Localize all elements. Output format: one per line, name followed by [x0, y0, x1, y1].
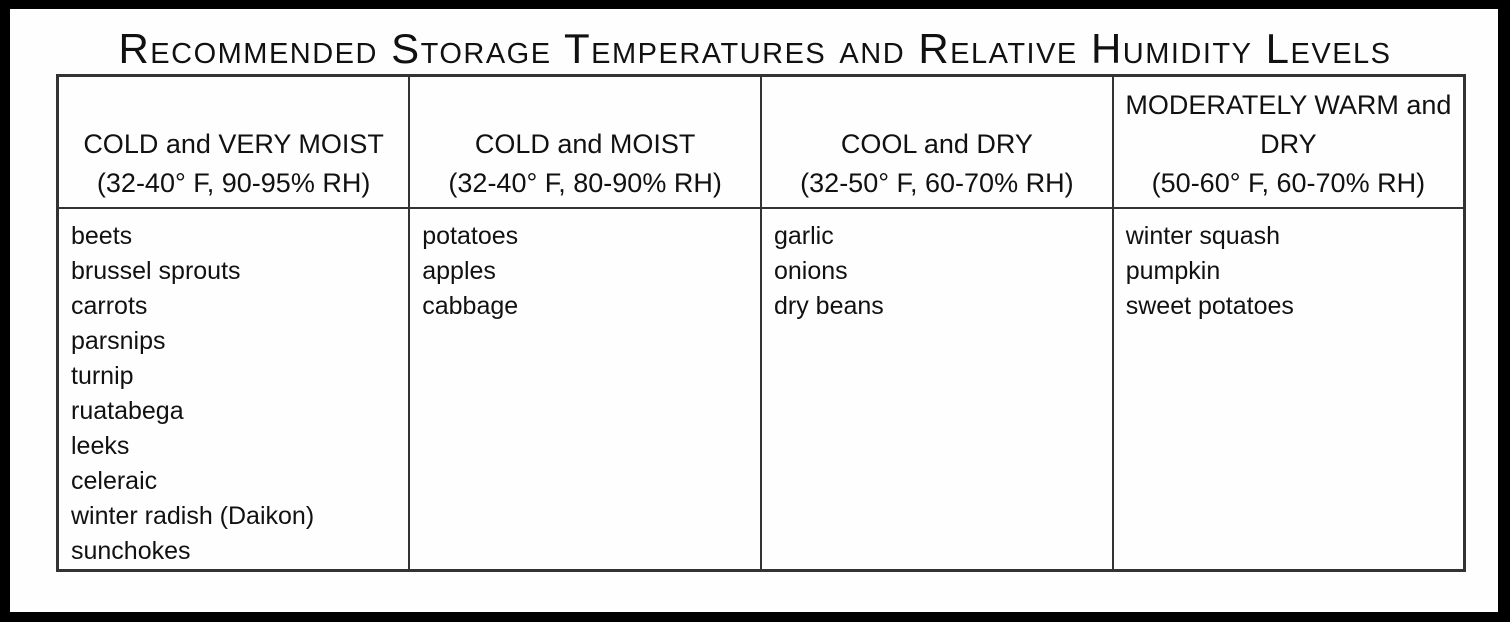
- column-header-moderately-warm-dry: MODERATELY WARM and DRY (50-60° F, 60-70…: [1111, 74, 1466, 209]
- list-item: winter radish (Daikon): [71, 502, 315, 530]
- list-item: beets: [71, 222, 133, 250]
- storage-table: COLD and VERY MOIST (32-40° F, 90-95% RH…: [56, 74, 1466, 572]
- list-item: pumpkin: [1125, 257, 1221, 285]
- column-range: (32-50° F, 60-70% RH): [800, 168, 1074, 198]
- column-heading: COOL and DRY: [840, 129, 1033, 159]
- item-list: winter squash pumpkin sweet potatoes: [1126, 219, 1451, 324]
- list-item: sunchokes: [71, 537, 191, 565]
- item-list: beets brussel sprouts carrots parsnips t…: [71, 219, 396, 569]
- column-header-cold-moist: COLD and MOIST (32-40° F, 80-90% RH): [408, 74, 762, 209]
- column-range: (32-40° F, 80-90% RH): [448, 168, 722, 198]
- column-header-cool-dry: COOL and DRY (32-50° F, 60-70% RH): [760, 74, 1114, 209]
- list-item: sweet potatoes: [1125, 292, 1294, 320]
- list-item: cabbage: [422, 292, 519, 320]
- list-item: turnip: [71, 362, 134, 390]
- column-cell-cold-very-moist: beets brussel sprouts carrots parsnips t…: [56, 207, 411, 572]
- list-item: parsnips: [71, 327, 166, 355]
- column-heading: MODERATELY WARM and DRY: [1125, 90, 1452, 159]
- items-row: beets brussel sprouts carrots parsnips t…: [56, 207, 1466, 572]
- list-item: leeks: [71, 432, 130, 460]
- item-list: garlic onions dry beans: [774, 219, 1100, 324]
- list-item: carrots: [71, 292, 148, 320]
- column-cell-cold-moist: potatoes apples cabbage: [408, 207, 762, 572]
- list-item: garlic: [774, 222, 834, 250]
- list-item: brussel sprouts: [71, 257, 241, 285]
- column-cell-cool-dry: garlic onions dry beans: [760, 207, 1114, 572]
- column-header-cold-very-moist: COLD and VERY MOIST (32-40° F, 90-95% RH…: [56, 74, 411, 209]
- list-item: ruatabega: [71, 397, 184, 425]
- item-list: potatoes apples cabbage: [422, 219, 748, 324]
- column-heading: COLD and VERY MOIST: [83, 129, 384, 159]
- column-range: (32-40° F, 90-95% RH): [96, 168, 371, 198]
- column-range: (50-60° F, 60-70% RH): [1151, 168, 1426, 198]
- table-title: Recommended Storage Temperatures and Rel…: [118, 25, 1392, 72]
- list-item: winter squash: [1125, 222, 1280, 250]
- header-row: COLD and VERY MOIST (32-40° F, 90-95% RH…: [56, 74, 1466, 209]
- column-heading: COLD and MOIST: [474, 129, 696, 159]
- list-item: onions: [774, 257, 848, 285]
- list-item: apples: [422, 257, 496, 285]
- column-cell-moderately-warm-dry: winter squash pumpkin sweet potatoes: [1111, 207, 1466, 572]
- list-item: potatoes: [422, 222, 519, 250]
- list-item: celeraic: [71, 467, 158, 495]
- list-item: dry beans: [774, 292, 884, 320]
